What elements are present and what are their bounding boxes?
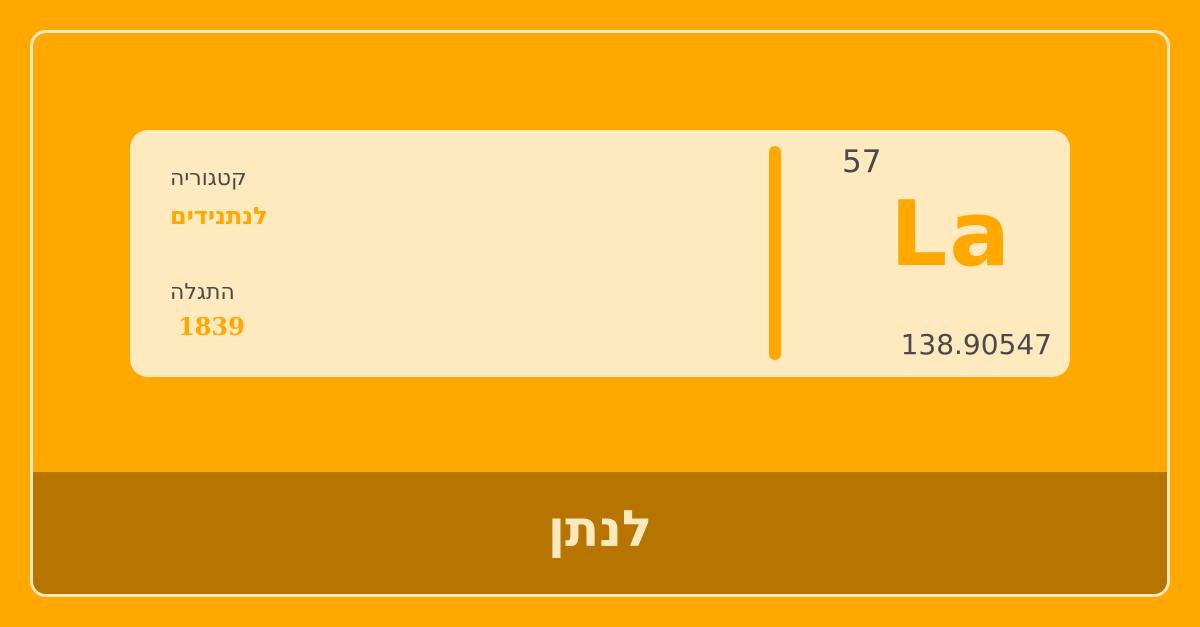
discovery-year: 1839 xyxy=(178,312,245,341)
discovery-label: התגלה xyxy=(170,280,235,305)
element-name: לנתן xyxy=(547,500,653,558)
category-label: קטגוריה xyxy=(170,166,247,191)
element-frame: קטגוריה לנתנידים התגלה 1839 57 La 138.90… xyxy=(30,30,1170,597)
footer-bar: לנתן xyxy=(33,472,1167,594)
element-card: קטגוריה לנתנידים התגלה 1839 57 La 138.90… xyxy=(130,130,1070,377)
element-symbol: La xyxy=(890,182,1013,287)
atomic-weight: 138.90547 xyxy=(900,328,1052,361)
vertical-divider xyxy=(769,146,781,360)
atomic-number: 57 xyxy=(842,144,882,180)
category-value: לנתנידים xyxy=(170,202,268,230)
